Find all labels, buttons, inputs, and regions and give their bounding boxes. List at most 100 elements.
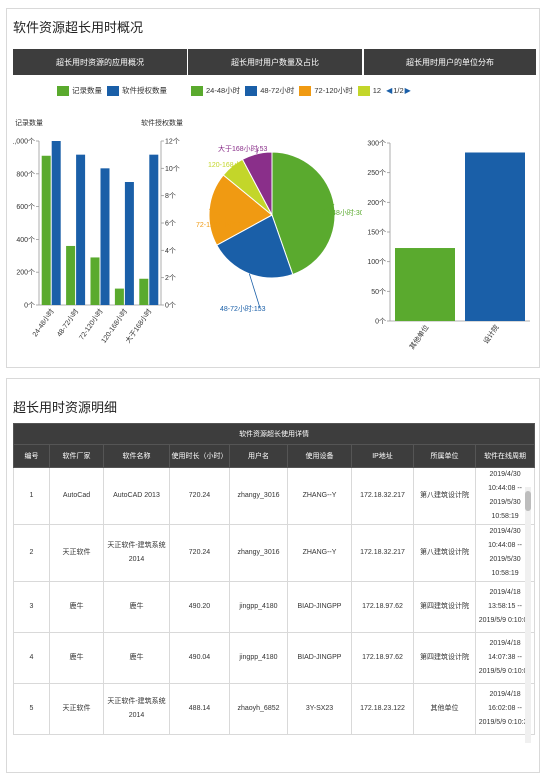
- table-cell: 第八建筑设计院: [413, 467, 476, 525]
- bar-license-count[interactable]: [51, 141, 61, 305]
- usage-overview-chart: 记录数量 软件授权数量 0个 200个 400个 600个 800个 1,000个 0个 2个 4个…: [13, 118, 183, 345]
- table-cell: 第四建筑设计院: [413, 581, 476, 633]
- legend-item[interactable]: 48-72小时: [245, 85, 294, 96]
- pie-slice[interactable]: [208, 174, 273, 246]
- legend-next-icon[interactable]: ▶: [404, 86, 411, 95]
- bar-record-count[interactable]: [41, 155, 51, 305]
- pie-label-connector: [256, 147, 259, 154]
- bar-unit-users[interactable]: [395, 248, 455, 321]
- table-cell: 其他单位: [413, 683, 476, 735]
- table-row[interactable]: 2 天正软件 天正软件-建筑系统 2014 720.24 zhangy_3016 ZHAN…: [13, 524, 536, 582]
- table-row[interactable]: 5 天正软件 天正软件-建筑系统 2014 488.14 zhaoyh_6852 3Y-S…: [13, 683, 536, 735]
- bar-record-count[interactable]: [139, 278, 149, 305]
- y-tick-label: 250个: [367, 169, 386, 177]
- table-cell: 172.18.97.62: [351, 581, 414, 633]
- legend-swatch: [191, 85, 203, 96]
- bar-unit-users[interactable]: [465, 152, 525, 321]
- table-header-row: 编号 软件厂家 软件名称 使用时长（小时） 用户名 使用设备 IP地址 所属单位 软件在线周期: [13, 444, 536, 468]
- table-cell: zhangy_3016: [229, 467, 288, 525]
- table-cell: 天正软件-建筑系统 2014: [103, 683, 170, 735]
- overview-panel: 软件资源超长用时概况 超长用时资源的应用概况 超长用时用户数量及占比 超长用时用…: [6, 8, 540, 368]
- table-cell: ZHANG--Y: [287, 467, 352, 525]
- right-tick-label: 0个: [165, 302, 176, 310]
- legend-label: 24-48小时: [206, 86, 241, 95]
- column-header[interactable]: 软件厂家: [49, 444, 104, 468]
- bar-record-count[interactable]: [114, 288, 124, 305]
- left-tick-label: 800个: [16, 170, 35, 178]
- table-cell: 490.04: [169, 632, 230, 684]
- table-super-header: 软件资源超长使用详情: [12, 423, 536, 445]
- table-cell: 鹿牛: [103, 632, 170, 684]
- table-cell: 172.18.32.217: [351, 524, 414, 582]
- legend-item[interactable]: 72-120小时: [299, 85, 353, 96]
- legend-item[interactable]: 12: [357, 85, 381, 96]
- legend-item[interactable]: 软件授权数量: [107, 85, 167, 96]
- column-header[interactable]: 使用设备: [287, 444, 352, 468]
- table-cell: BIAD-JINGPP: [287, 581, 352, 633]
- left-tick-label: 600个: [16, 203, 35, 211]
- table-cell: jingpp_4180: [229, 581, 288, 633]
- pie-slice-label: 大于168小时:53: [218, 144, 268, 153]
- bar-record-count[interactable]: [66, 245, 76, 305]
- table-cell: jingpp_4180: [229, 632, 288, 684]
- bar-license-count[interactable]: [124, 182, 134, 305]
- table-cell: 鹿牛: [103, 581, 170, 633]
- unit-distribution-header: 超长用时用户的单位分布: [364, 49, 536, 75]
- detail-table: 软件资源超长使用详情 编号 软件厂家 软件名称 使用时长（小时） 用户名 使用设备 IP地址…: [12, 423, 536, 735]
- y-tick-label: 50个: [371, 288, 386, 296]
- table-cell: 3Y-SX23: [287, 683, 352, 735]
- right-tick-label: 12个: [165, 138, 180, 146]
- legend-prev-icon[interactable]: ◀: [386, 86, 393, 95]
- legend-swatch: [357, 85, 370, 96]
- legend-label: 72-120小时: [314, 86, 353, 95]
- column-header[interactable]: IP地址: [351, 444, 414, 468]
- bar-license-count[interactable]: [76, 154, 86, 305]
- table-scrollbar[interactable]: [525, 487, 531, 743]
- x-tick-label: 24-48小时: [30, 307, 56, 338]
- legend-pager: 1/2: [393, 86, 404, 95]
- pie-label-connector: [248, 273, 261, 309]
- column-header[interactable]: 所属单位: [413, 444, 476, 468]
- y-tick-label: 100个: [367, 258, 386, 266]
- column-header[interactable]: 软件在线周期: [474, 444, 536, 468]
- column-header[interactable]: 编号: [13, 444, 50, 468]
- right-tick-label: 6个: [165, 220, 176, 228]
- legend-swatch: [57, 85, 69, 96]
- legend-item[interactable]: 记录数量: [57, 85, 102, 96]
- table-cell: 2: [13, 524, 50, 582]
- user-share-pie-chart: 24-48小时:305 48-72小时:153 72-120小时:129 120-16…: [196, 144, 362, 313]
- table-cell: BIAD-JINGPP: [287, 632, 352, 684]
- legend-label: 软件授权数量: [122, 86, 167, 95]
- pie-slice[interactable]: [241, 151, 273, 216]
- table-cell: zhangy_3016: [229, 524, 288, 582]
- table-cell: 4: [13, 632, 50, 684]
- table-row[interactable]: 1 AutoCad AutoCAD 2013 720.24 zhangy_3016 ZHA…: [13, 467, 536, 525]
- table-row[interactable]: 4 鹿牛 鹿牛 490.04 jingpp_4180 BIAD-JINGPP 172.18.…: [13, 632, 536, 684]
- pie-label-connector: [319, 204, 335, 213]
- table-cell: 天正软件: [49, 524, 104, 582]
- legend-item[interactable]: 24-48小时: [191, 85, 240, 96]
- y-tick-label: 0个: [375, 318, 386, 326]
- bar-record-count[interactable]: [90, 257, 100, 305]
- table-cell: 720.24: [169, 524, 230, 582]
- left-axis-label: 记录数量: [15, 118, 43, 127]
- right-tick-label: 2个: [165, 274, 176, 282]
- scrollbar-thumb[interactable]: [525, 491, 531, 511]
- x-tick-label: 其他单位: [407, 323, 430, 351]
- overview-title: 软件资源超长用时概况: [13, 20, 144, 35]
- column-header[interactable]: 使用时长（小时）: [169, 444, 230, 468]
- pie-slice-label: 72-120小时:129: [196, 220, 246, 229]
- left-tick-label: 200个: [16, 269, 35, 277]
- table-row[interactable]: 3 鹿牛 鹿牛 490.20 jingpp_4180 BIAD-JINGPP 172.18.…: [13, 581, 536, 633]
- column-header[interactable]: 用户名: [229, 444, 288, 468]
- bar-license-count[interactable]: [149, 154, 159, 305]
- bar-license-count[interactable]: [100, 168, 110, 305]
- legend-label: 48-72小时: [260, 86, 295, 95]
- user-share-header: 超长用时用户数量及占比: [188, 49, 362, 75]
- y-tick-label: 200个: [367, 199, 386, 207]
- table-cell: 天正软件-建筑系统 2014: [103, 524, 170, 582]
- table-cell: 720.24: [169, 467, 230, 525]
- column-header[interactable]: 软件名称: [103, 444, 170, 468]
- table-cell: 鹿牛: [49, 632, 104, 684]
